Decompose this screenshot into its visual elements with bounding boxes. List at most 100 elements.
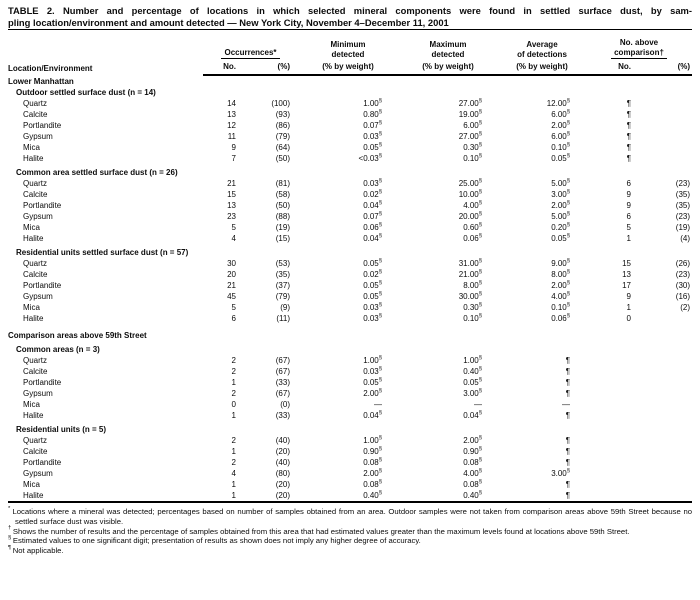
cell-minimum-detected: 0.06§ xyxy=(363,221,382,233)
cell-average-detections: ¶ xyxy=(565,480,570,490)
cell-maximum-detected: 0.05§ xyxy=(463,376,482,388)
cell-occurrences-no: 2 xyxy=(231,356,236,366)
mineral-name: Portlandite xyxy=(23,378,62,388)
estimate-mark: § xyxy=(478,434,482,441)
cell-above-pct xyxy=(636,410,692,421)
cell-minimum-detected: — xyxy=(374,400,382,410)
cell-average-detections: 5.00§ xyxy=(551,210,570,222)
estimate-mark: § xyxy=(478,141,482,148)
cell-above-pct: (26) xyxy=(675,259,691,269)
estimate-mark: § xyxy=(378,387,382,394)
estimate-mark: § xyxy=(378,478,382,485)
data-row: Halite 6 (11) 0.03§ 0.10§ 0.06§ 0 xyxy=(8,313,692,324)
data-row: Quartz 2 (40) 1.00§ 2.00§ ¶ xyxy=(8,435,692,446)
cell-occurrences-pct: (80) xyxy=(275,469,290,479)
cell-occurrences-no: 4 xyxy=(231,469,236,479)
cell-minimum-detected: 0.40§ xyxy=(363,489,382,501)
cell-minimum-detected: 0.02§ xyxy=(363,188,382,200)
cell-above-pct: (16) xyxy=(675,292,691,302)
group-label: Common areas (n = 3) xyxy=(16,345,100,355)
estimate-mark: § xyxy=(566,467,570,474)
cell-minimum-detected: 0.03§ xyxy=(363,177,382,189)
cell-above-no: ¶ xyxy=(626,99,631,109)
cell-above-pct xyxy=(636,399,692,410)
cell-maximum-detected: 8.00§ xyxy=(463,279,482,291)
data-row: Calcite 15 (58) 0.02§ 10.00§ 3.00§ 9 (35) xyxy=(8,189,692,200)
data-row: Mica 9 (64) 0.05§ 0.30§ 0.10§ ¶ xyxy=(8,142,692,153)
cell-average-detections: 6.00§ xyxy=(551,108,570,120)
cell-maximum-detected: 0.40§ xyxy=(463,489,482,501)
footnote-marker: † xyxy=(8,525,13,532)
cell-average-detections: ¶ xyxy=(565,491,570,501)
cell-occurrences-pct: (35) xyxy=(275,270,290,280)
estimate-mark: § xyxy=(566,199,570,206)
data-row: Quartz 14 (100) 1.00§ 27.00§ 12.00§ ¶ xyxy=(8,98,692,109)
cell-occurrences-pct: (19) xyxy=(275,223,290,233)
cell-minimum-detected: 1.00§ xyxy=(363,97,382,109)
estimate-mark: § xyxy=(478,268,482,275)
cell-above-pct xyxy=(636,468,692,479)
section-row: Lower Manhattan xyxy=(8,75,692,87)
estimate-mark: § xyxy=(378,97,382,104)
cell-occurrences-pct: (11) xyxy=(276,314,290,324)
mineral-name: Quartz xyxy=(23,99,48,109)
cell-average-detections: 4.00§ xyxy=(551,290,570,302)
estimate-mark: § xyxy=(378,434,382,441)
cell-occurrences-no: 12 xyxy=(227,121,236,131)
cell-above-no: 9 xyxy=(626,292,631,302)
estimate-mark: § xyxy=(478,376,482,383)
mineral-name: Portlandite xyxy=(23,458,62,468)
cell-above-pct xyxy=(636,457,692,468)
group-label: Lower Manhattan xyxy=(8,77,74,87)
cell-average-detections: 0.10§ xyxy=(551,141,570,153)
cell-average-detections: — xyxy=(562,400,570,410)
data-row: Mica 5 (19) 0.06§ 0.60§ 0.20§ 5 (19) xyxy=(8,222,692,233)
cell-minimum-detected: 0.03§ xyxy=(363,365,382,377)
cell-minimum-detected: 0.05§ xyxy=(363,290,382,302)
footnotes: * Locations where a mineral was detected… xyxy=(8,506,692,556)
mineral-name: Calcite xyxy=(23,270,48,280)
mineral-name: Halite xyxy=(23,234,44,244)
cell-above-pct xyxy=(636,446,692,457)
data-row: Mica 5 (9) 0.03§ 0.30§ 0.10§ 1 (2) xyxy=(8,302,692,313)
cell-occurrences-pct: (81) xyxy=(275,179,290,189)
cell-occurrences-no: 13 xyxy=(227,201,236,211)
cell-above-pct: (35) xyxy=(675,190,691,200)
cell-average-detections: 0.05§ xyxy=(551,232,570,244)
cell-occurrences-no: 1 xyxy=(231,411,236,421)
cell-maximum-detected: 3.00§ xyxy=(463,387,482,399)
estimate-mark: § xyxy=(566,141,570,148)
cell-occurrences-pct: (53) xyxy=(275,259,290,269)
estimate-mark: § xyxy=(478,478,482,485)
data-row: Gypsum 23 (88) 0.07§ 20.00§ 5.00§ 6 (23) xyxy=(8,211,692,222)
col-header-above-comparison: No. above comparison† xyxy=(586,30,692,60)
footnote-text: Locations where a mineral was detected; … xyxy=(12,507,692,526)
data-row: Halite 7 (50) <0.03§ 0.10§ 0.05§ ¶ xyxy=(8,153,692,164)
cell-average-detections: 6.00§ xyxy=(551,130,570,142)
cell-maximum-detected: 30.00§ xyxy=(458,290,482,302)
estimate-mark: § xyxy=(478,199,482,206)
footnote-text: Not applicable. xyxy=(12,546,64,555)
mineral-table: Location/Environment Occurrences* Minimu… xyxy=(8,29,693,504)
cell-occurrences-pct: (58) xyxy=(275,190,290,200)
cell-minimum-detected: 0.05§ xyxy=(363,279,382,291)
estimate-mark: § xyxy=(378,445,382,452)
cell-above-no: ¶ xyxy=(626,110,631,120)
footnote: * Locations where a mineral was detected… xyxy=(8,506,692,526)
estimate-mark: § xyxy=(378,210,382,217)
subsection-row: Common areas (n = 3) xyxy=(8,341,692,355)
cell-occurrences-no: 2 xyxy=(231,389,236,399)
cell-occurrences-pct: (79) xyxy=(275,132,290,142)
cell-minimum-detected: 0.05§ xyxy=(363,376,382,388)
table-body: Lower Manhattan Outdoor settled surface d… xyxy=(8,75,692,502)
mineral-name: Gypsum xyxy=(23,212,53,222)
estimate-mark: § xyxy=(378,119,382,126)
cell-occurrences-pct: (15) xyxy=(275,234,290,244)
cell-above-no: 9 xyxy=(626,190,631,200)
subsection-row: Residential units settled surface dust (… xyxy=(8,244,692,258)
footnote: § Estimated values to one significant di… xyxy=(8,535,692,546)
estimate-mark: § xyxy=(378,456,382,463)
estimate-mark: § xyxy=(478,221,482,228)
estimate-mark: § xyxy=(478,409,482,416)
mineral-name: Gypsum xyxy=(23,292,53,302)
